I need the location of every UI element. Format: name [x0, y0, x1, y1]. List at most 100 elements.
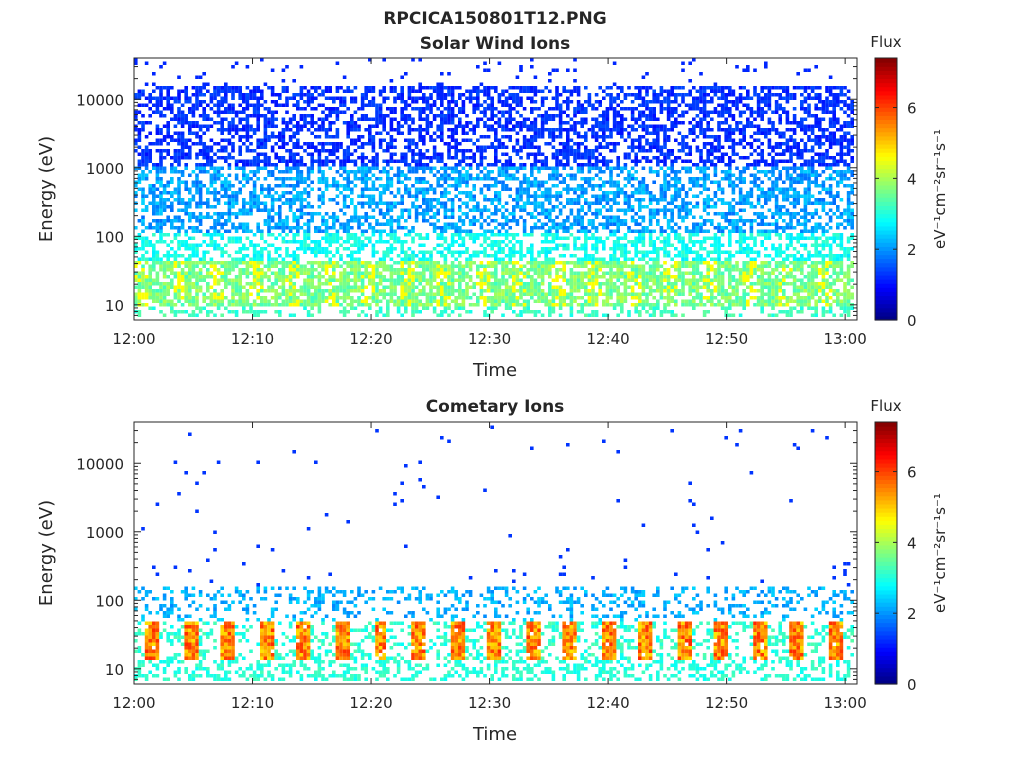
heatmap-cell — [512, 198, 516, 202]
heatmap-cell — [353, 261, 358, 265]
heatmap-cell — [472, 208, 476, 212]
heatmap-cell — [368, 236, 372, 240]
heatmap-cell — [544, 268, 548, 272]
heatmap-cell — [285, 65, 289, 69]
heatmap-cell — [396, 128, 401, 132]
heatmap-cell — [141, 257, 145, 261]
heatmap-cell — [569, 268, 574, 272]
heatmap-cell — [569, 124, 574, 128]
heatmap-cell — [382, 250, 386, 254]
heatmap-cell — [429, 289, 433, 293]
heatmap-cell — [440, 201, 444, 205]
heatmap-cell — [486, 296, 491, 300]
heatmap-cell — [544, 128, 548, 132]
heatmap-cell — [443, 261, 448, 265]
heatmap-cell — [242, 170, 246, 174]
heatmap-cell — [472, 250, 476, 254]
heatmap-cell — [591, 226, 595, 230]
heatmap-cell — [159, 89, 163, 93]
heatmap-cell — [274, 264, 278, 268]
heatmap-cell — [357, 268, 361, 272]
heatmap-cell — [306, 205, 311, 209]
heatmap-cell — [576, 278, 581, 282]
heatmap-cell — [270, 285, 275, 289]
heatmap-cell — [501, 142, 505, 146]
heatmap-cell — [285, 149, 289, 153]
heatmap-cell — [461, 177, 466, 181]
heatmap-cell — [310, 163, 314, 167]
heatmap-cell — [148, 226, 152, 230]
heatmap-cell — [227, 212, 232, 216]
heatmap-cell — [429, 261, 433, 265]
heatmap-cell — [396, 166, 401, 170]
heatmap-cell — [332, 292, 336, 296]
heatmap-cell — [166, 299, 170, 303]
heatmap-cell — [148, 100, 152, 104]
heatmap-cell — [378, 222, 383, 226]
heatmap-cell — [515, 201, 520, 205]
heatmap-cell — [411, 296, 415, 300]
heatmap-cell — [166, 198, 170, 202]
heatmap-cell — [371, 289, 376, 293]
heatmap-cell — [458, 233, 462, 237]
heatmap-cell — [472, 194, 476, 198]
heatmap-cell — [278, 103, 282, 107]
heatmap-cell — [177, 107, 181, 111]
heatmap-cell — [184, 261, 188, 265]
heatmap-cell — [425, 156, 430, 160]
heatmap-cell — [386, 159, 390, 163]
heatmap-cell — [166, 219, 170, 223]
heatmap-cell — [587, 299, 592, 303]
heatmap-cell — [447, 226, 451, 230]
heatmap-cell — [573, 86, 577, 90]
heatmap-cell — [512, 166, 516, 170]
heatmap-cell — [486, 187, 491, 191]
heatmap-cell — [472, 285, 476, 289]
heatmap-cell — [422, 198, 426, 202]
heatmap-cell — [332, 145, 336, 149]
heatmap-cell — [533, 194, 538, 198]
heatmap-cell — [494, 205, 498, 209]
heatmap-cell — [404, 250, 408, 254]
heatmap-cell — [465, 296, 469, 300]
heatmap-cell — [558, 236, 563, 240]
heatmap-cell — [508, 299, 512, 303]
heatmap-cell — [317, 156, 322, 160]
heatmap-cell — [386, 149, 390, 153]
heatmap-cell — [159, 170, 163, 174]
heatmap-cell — [429, 250, 433, 254]
heatmap-cell — [504, 145, 509, 149]
heatmap-cell — [569, 233, 574, 237]
heatmap-cell — [411, 278, 415, 282]
heatmap-cell — [162, 208, 167, 212]
heatmap-cell — [382, 285, 386, 289]
heatmap-cell — [303, 229, 307, 233]
heatmap-cell — [141, 124, 145, 128]
heatmap-cell — [443, 222, 448, 226]
heatmap-cell — [360, 289, 365, 293]
heatmap-cell — [400, 278, 404, 282]
heatmap-cell — [281, 261, 286, 265]
heatmap-cell — [418, 261, 422, 265]
heatmap-cell — [494, 233, 498, 237]
heatmap-cell — [555, 285, 559, 289]
heatmap-cell — [465, 180, 469, 184]
heatmap-cell — [270, 121, 275, 125]
heatmap-cell — [591, 184, 595, 188]
heatmap-cell — [292, 292, 296, 296]
heatmap-cell — [504, 289, 509, 293]
heatmap-cell — [386, 247, 390, 251]
heatmap-cell — [152, 289, 156, 293]
heatmap-cell — [519, 65, 523, 69]
heatmap-cell — [454, 240, 458, 244]
heatmap-cell — [540, 261, 545, 265]
heatmap-cell — [299, 177, 304, 181]
heatmap-cell — [317, 296, 322, 300]
heatmap-cell — [576, 212, 581, 216]
heatmap-cell — [270, 282, 275, 286]
heatmap-cell — [155, 138, 160, 142]
heatmap-cell — [296, 107, 300, 111]
heatmap-cell — [245, 236, 250, 240]
heatmap-cell — [522, 229, 527, 233]
heatmap-cell — [173, 275, 178, 279]
